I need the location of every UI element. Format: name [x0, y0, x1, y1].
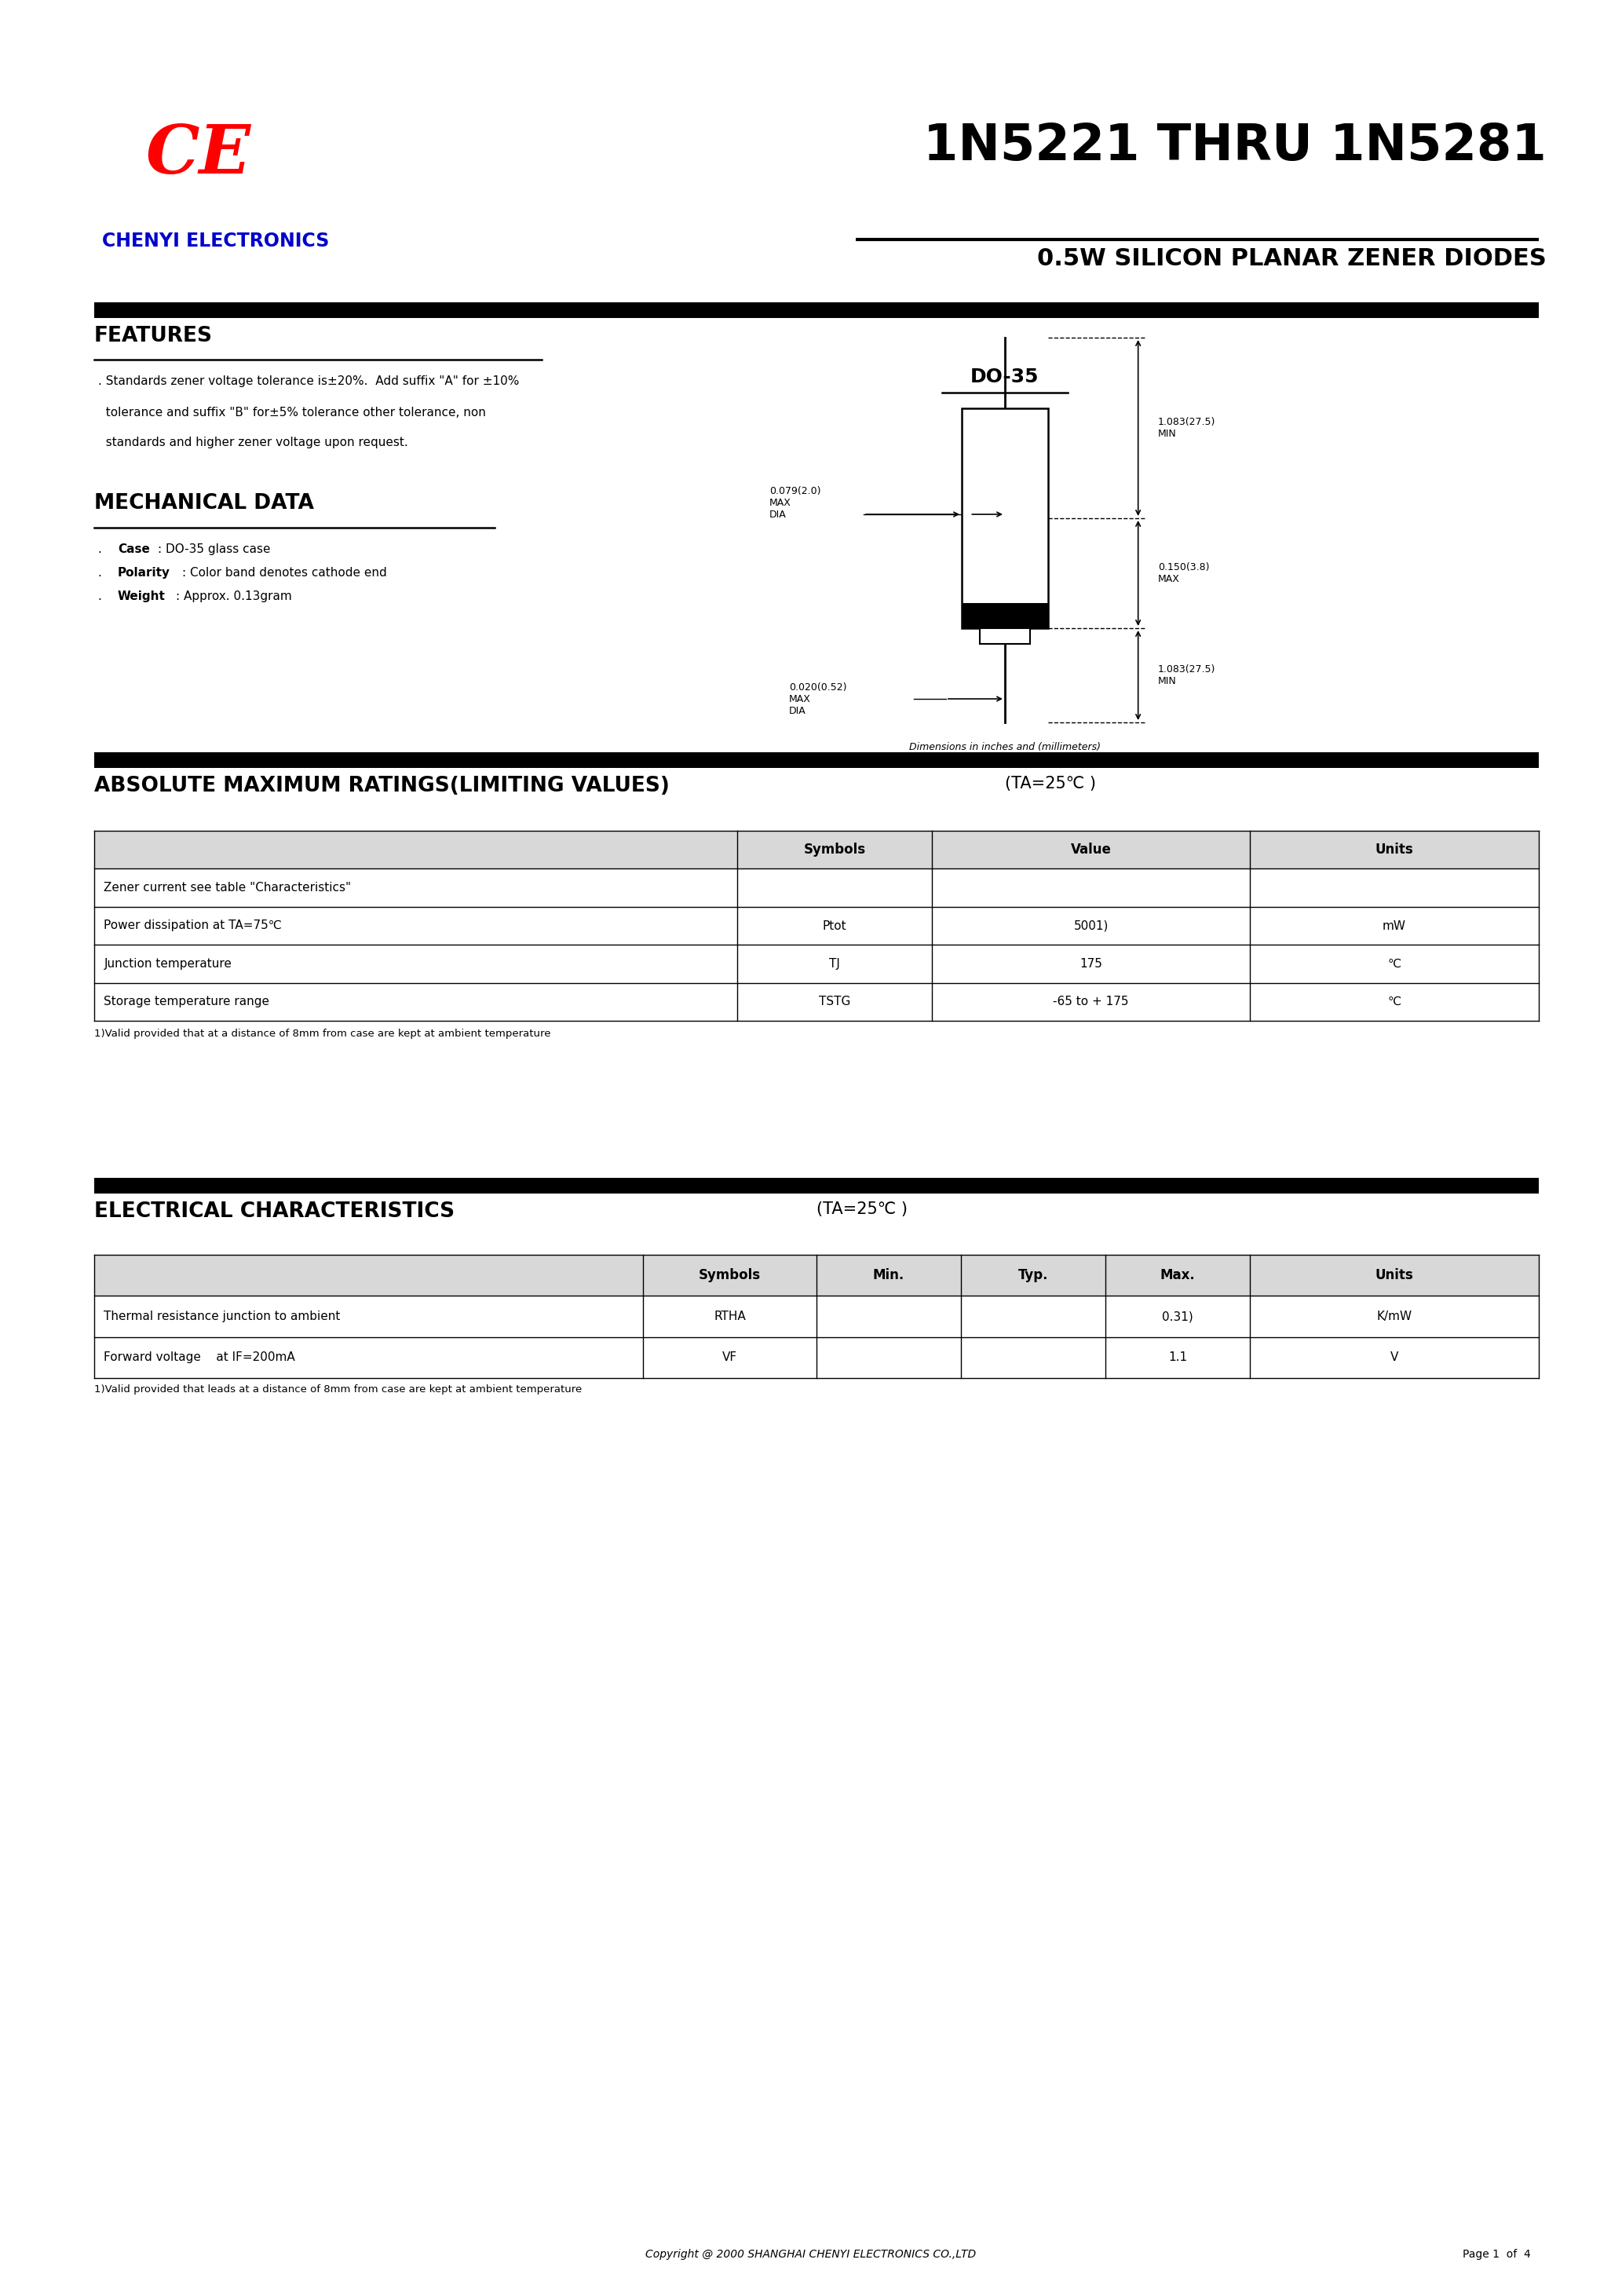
Text: 1)Valid provided that at a distance of 8mm from case are kept at ambient tempera: 1)Valid provided that at a distance of 8… — [94, 1029, 551, 1038]
Text: Max.: Max. — [1160, 1267, 1195, 1283]
Text: 1)Valid provided that leads at a distance of 8mm from case are kept at ambient t: 1)Valid provided that leads at a distanc… — [94, 1384, 582, 1394]
Bar — [94, 1178, 1539, 1194]
Text: Case: Case — [118, 544, 149, 556]
Text: .: . — [99, 544, 105, 556]
Text: Page 1  of  4: Page 1 of 4 — [1463, 2248, 1531, 2259]
Text: 0.5W SILICON PLANAR ZENER DIODES: 0.5W SILICON PLANAR ZENER DIODES — [1038, 248, 1547, 271]
Text: TJ: TJ — [829, 957, 840, 969]
Text: .: . — [99, 567, 105, 579]
Text: Forward voltage    at IF=200mA: Forward voltage at IF=200mA — [104, 1352, 295, 1364]
Text: : Color band denotes cathode end: : Color band denotes cathode end — [183, 567, 388, 579]
Bar — [962, 604, 1048, 629]
Text: Symbols: Symbols — [699, 1267, 761, 1283]
Text: Junction temperature: Junction temperature — [104, 957, 232, 969]
Text: : DO-35 glass case: : DO-35 glass case — [159, 544, 271, 556]
Text: V: V — [1390, 1352, 1398, 1364]
Text: K/mW: K/mW — [1377, 1311, 1413, 1322]
Text: Typ.: Typ. — [1019, 1267, 1048, 1283]
Bar — [980, 629, 1030, 643]
Text: Storage temperature range: Storage temperature range — [104, 996, 269, 1008]
Text: VF: VF — [722, 1352, 738, 1364]
Bar — [94, 1256, 1539, 1378]
Text: Power dissipation at TA=75℃: Power dissipation at TA=75℃ — [104, 921, 282, 932]
Text: ℃: ℃ — [1387, 996, 1401, 1008]
Text: CHENYI ELECTRONICS: CHENYI ELECTRONICS — [102, 232, 329, 250]
Bar — [94, 831, 1539, 868]
Text: RTHA: RTHA — [714, 1311, 746, 1322]
Text: : Approx. 0.13gram: : Approx. 0.13gram — [177, 590, 292, 602]
Text: 175: 175 — [1080, 957, 1103, 969]
Text: Polarity: Polarity — [118, 567, 170, 579]
Text: .: . — [99, 590, 105, 602]
Text: ℃: ℃ — [1387, 957, 1401, 969]
Text: TSTG: TSTG — [819, 996, 850, 1008]
Text: ELECTRICAL CHARACTERISTICS: ELECTRICAL CHARACTERISTICS — [94, 1201, 454, 1221]
Text: Zener current see table "Characteristics": Zener current see table "Characteristics… — [104, 882, 352, 893]
Text: mW: mW — [1382, 921, 1406, 932]
Bar — [962, 409, 1048, 629]
Bar — [94, 753, 1539, 767]
Bar — [94, 1256, 1539, 1295]
Text: Dimensions in inches and (millimeters): Dimensions in inches and (millimeters) — [910, 742, 1101, 753]
Text: FEATURES: FEATURES — [94, 326, 212, 347]
Text: standards and higher zener voltage upon request.: standards and higher zener voltage upon … — [99, 436, 409, 448]
Text: CE: CE — [146, 122, 250, 188]
Text: tolerance and suffix "B" for±5% tolerance other tolerance, non: tolerance and suffix "B" for±5% toleranc… — [99, 406, 487, 418]
Text: 1.1: 1.1 — [1168, 1352, 1187, 1364]
Text: 1.083(27.5)
MIN: 1.083(27.5) MIN — [1158, 418, 1215, 439]
Text: 0.150(3.8)
MAX: 0.150(3.8) MAX — [1158, 563, 1210, 583]
Text: MECHANICAL DATA: MECHANICAL DATA — [94, 494, 315, 514]
Text: Weight: Weight — [118, 590, 165, 602]
Text: ABSOLUTE MAXIMUM RATINGS(LIMITING VALUES): ABSOLUTE MAXIMUM RATINGS(LIMITING VALUES… — [94, 776, 670, 797]
Text: Symbols: Symbols — [803, 843, 866, 856]
Text: Copyright @ 2000 SHANGHAI CHENYI ELECTRONICS CO.,LTD: Copyright @ 2000 SHANGHAI CHENYI ELECTRO… — [646, 2248, 976, 2259]
Text: 0.020(0.52)
MAX
DIA: 0.020(0.52) MAX DIA — [788, 682, 847, 716]
Text: Min.: Min. — [873, 1267, 905, 1283]
Text: 0.31): 0.31) — [1161, 1311, 1194, 1322]
Text: 1N5221 THRU 1N5281: 1N5221 THRU 1N5281 — [923, 122, 1547, 170]
Text: (TA=25℃ ): (TA=25℃ ) — [1006, 776, 1096, 792]
Bar — [94, 831, 1539, 1022]
Text: Units: Units — [1375, 1267, 1413, 1283]
Text: (TA=25℃ ): (TA=25℃ ) — [816, 1201, 908, 1217]
Text: Ptot: Ptot — [822, 921, 847, 932]
Text: 5001): 5001) — [1074, 921, 1108, 932]
Text: Thermal resistance junction to ambient: Thermal resistance junction to ambient — [104, 1311, 341, 1322]
Text: -65 to + 175: -65 to + 175 — [1053, 996, 1129, 1008]
Bar — [94, 303, 1539, 319]
Text: 0.079(2.0)
MAX
DIA: 0.079(2.0) MAX DIA — [769, 487, 821, 519]
Text: Units: Units — [1375, 843, 1413, 856]
Text: DO-35: DO-35 — [970, 367, 1040, 386]
Text: Value: Value — [1071, 843, 1111, 856]
Text: . Standards zener voltage tolerance is±20%.  Add suffix "A" for ±10%: . Standards zener voltage tolerance is±2… — [99, 374, 519, 388]
Text: 1.083(27.5)
MIN: 1.083(27.5) MIN — [1158, 664, 1215, 687]
